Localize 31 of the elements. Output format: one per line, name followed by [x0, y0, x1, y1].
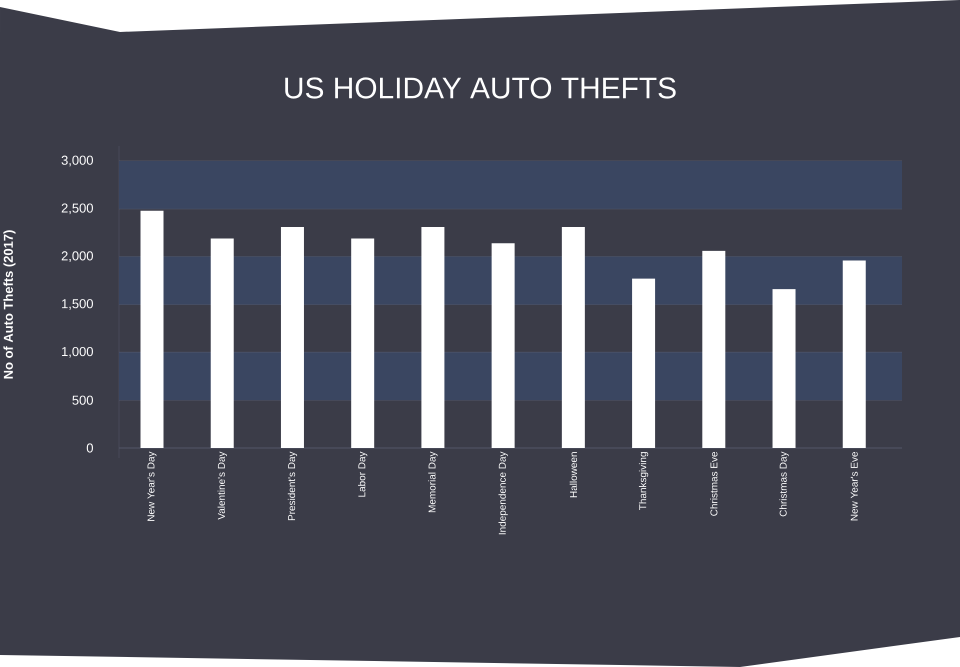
y-tick-label: 1,000	[62, 346, 93, 358]
x-tick-label: Memorial Day	[428, 452, 438, 512]
y-tick-label: 0	[86, 443, 93, 453]
bar	[140, 210, 164, 448]
x-tick-label: Thanksgiving	[638, 452, 648, 510]
x-tick-label: Independence Day	[498, 452, 508, 534]
bar	[421, 226, 444, 448]
bar	[280, 226, 304, 448]
y-tick-label: 500	[72, 396, 93, 405]
y-tick-label: 2,500	[62, 203, 93, 214]
chart-title: US HOLIDAY AUTO THEFTS	[285, 77, 676, 99]
x-tick-label: Christmas Eve	[710, 452, 718, 516]
bar	[492, 243, 515, 448]
y-tick-label: 2,000	[62, 251, 93, 262]
bar	[842, 260, 866, 448]
x-tick-label: Halloween	[570, 452, 578, 498]
bar	[210, 238, 234, 448]
y-tick-label: 1,500	[62, 299, 93, 310]
x-tick-label: Valentine's Day	[218, 452, 227, 520]
bar	[632, 278, 656, 448]
x-tick-label: New Year's Eve	[850, 452, 858, 520]
y-tick-label: 3,000	[62, 156, 93, 166]
bar	[772, 289, 796, 448]
x-tick-label: President's Day	[288, 452, 298, 520]
bar	[562, 226, 585, 448]
x-tick-label: Christmas Day	[779, 452, 789, 516]
y-axis-title: No of Auto Thefts (2017)	[3, 230, 16, 378]
bar	[351, 238, 374, 448]
bar	[702, 250, 726, 448]
x-tick-label: Labor Day	[358, 452, 368, 497]
x-tick-label: New Year's Day	[148, 452, 156, 521]
